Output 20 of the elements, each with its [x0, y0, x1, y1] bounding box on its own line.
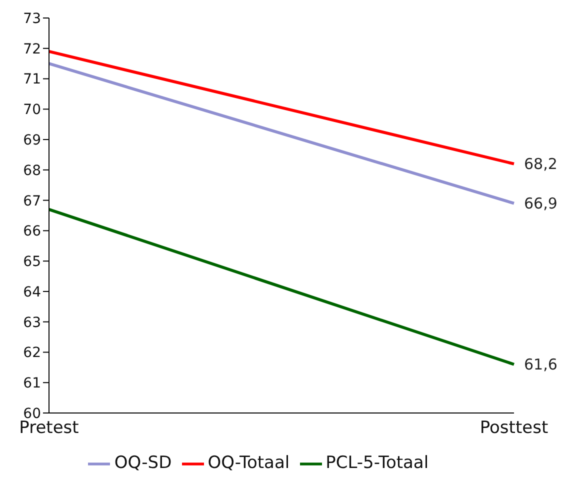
y-tick-label: 70 — [23, 102, 41, 118]
y-tick-label: 73 — [23, 10, 41, 27]
legend-label: PCL-5-Totaal — [326, 453, 429, 474]
y-tick-label: 72 — [23, 41, 41, 58]
legend-label: OQ-Totaal — [208, 453, 290, 474]
y-tick-label: 71 — [23, 72, 41, 88]
y-tick-label: 63 — [23, 314, 41, 331]
y-tick-label: 69 — [23, 132, 41, 149]
y-tick-label: 62 — [23, 345, 41, 362]
y-tick-label: 65 — [23, 254, 41, 270]
y-tick-label: 61 — [23, 376, 41, 392]
legend-label: OQ-SD — [114, 453, 172, 474]
data-label: 61,6 — [524, 355, 558, 374]
data-label: 68,2 — [524, 154, 558, 173]
y-tick-label: 64 — [23, 284, 42, 300]
y-tick-label: 68 — [23, 162, 41, 179]
y-tick-label: 66 — [23, 224, 42, 240]
data-label: 66,9 — [524, 194, 558, 212]
x-tick-label: Posttest — [480, 418, 548, 438]
y-tick-label: 67 — [23, 193, 41, 210]
